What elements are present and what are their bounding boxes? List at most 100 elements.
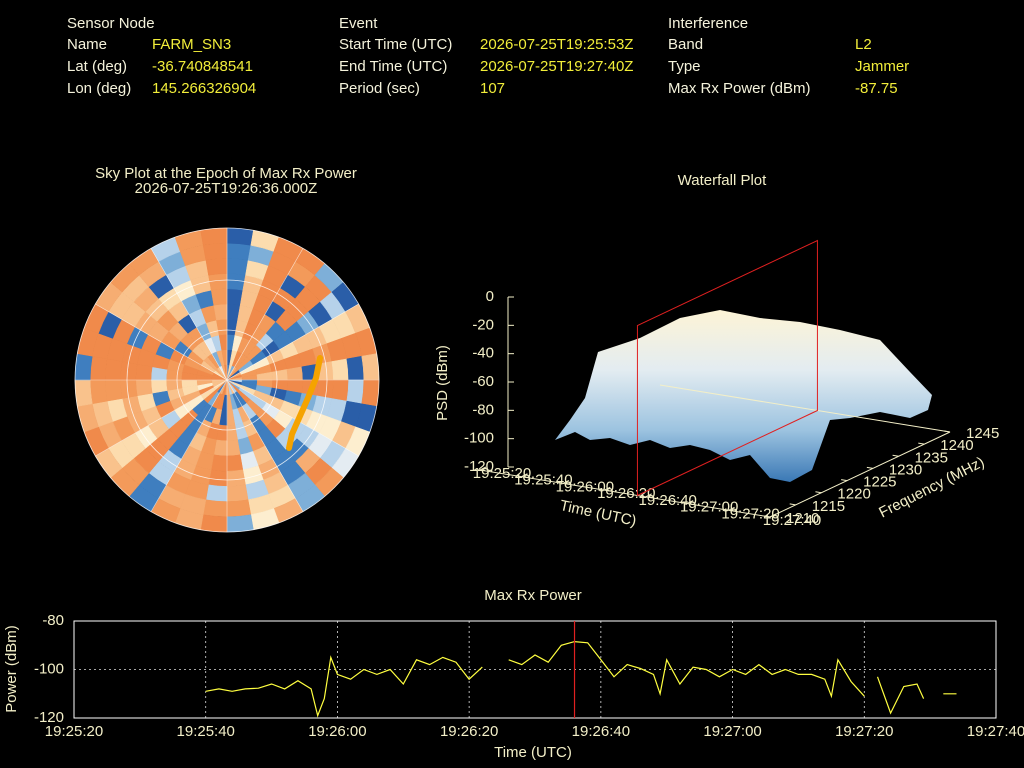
y-tick-label: 1240 [940, 437, 973, 454]
z-tick-label: 0 [486, 288, 494, 305]
x-tick-label: 19:25:40 [514, 472, 572, 489]
header: Sensor Node Name FARM_SN3 Lat (deg) -36.7408… [67, 15, 909, 97]
sky-cell [226, 454, 244, 472]
y-tick-label: -120 [34, 709, 64, 726]
z-axis-title: PSD (dBm) [434, 345, 451, 421]
field-label: Lat (deg) [67, 58, 127, 75]
sky-cell [89, 355, 108, 381]
x-tick-label: 19:26:40 [572, 723, 630, 740]
sky-cell [286, 366, 304, 381]
field-value: 107 [480, 80, 505, 97]
y-tick-label: 1210 [786, 510, 819, 527]
sky-cell [120, 379, 138, 399]
field-value: -36.740848541 [152, 58, 253, 75]
field-label: Max Rx Power (dBm) [668, 80, 811, 97]
field-value: L2 [855, 36, 872, 53]
y-tick-label: 1215 [812, 498, 845, 515]
power-line [205, 640, 957, 718]
x-tick-label: 19:26:00 [556, 478, 614, 495]
sky-cell [226, 273, 246, 291]
sky-cell [331, 358, 349, 381]
y-tick [892, 454, 899, 457]
x-tick-label: 19:25:20 [473, 465, 531, 482]
sky-track [286, 355, 323, 451]
field-value: 2026-07-25T19:27:40Z [480, 58, 633, 75]
sky-spoke [226, 248, 304, 381]
y-axis-title: Power (dBm) [3, 625, 20, 713]
sky-cell [202, 242, 228, 261]
x-tick [728, 506, 735, 511]
sky-cell [74, 353, 93, 381]
field-value: 2026-07-25T19:25:53Z [480, 36, 633, 53]
x-tick [645, 493, 652, 498]
field-label: Start Time (UTC) [339, 36, 452, 53]
sky-cell [135, 379, 153, 397]
x-tick [562, 479, 570, 484]
frequency-axis [769, 431, 951, 518]
sky-cell [346, 355, 365, 381]
x-tick-label: 19:26:00 [308, 723, 366, 740]
field-value: Jammer [855, 58, 909, 75]
y-tick [789, 503, 796, 506]
sky-cell [226, 499, 252, 518]
sky-cell [213, 303, 228, 321]
sky-cell [361, 353, 380, 381]
sky-cell [226, 514, 254, 533]
y-tick [763, 515, 771, 518]
sky-cell [346, 379, 365, 405]
field-value: -87.75 [855, 80, 898, 97]
x-axis-title: Time (UTC) [494, 744, 572, 761]
z-tick-label: -40 [472, 345, 494, 362]
sky-spoke [150, 379, 228, 512]
y-tick [866, 466, 873, 469]
y-tick [943, 430, 951, 433]
y-tick-label: 1220 [837, 486, 870, 503]
sky-spoke [226, 379, 304, 512]
sky-cell [205, 484, 228, 502]
sky-cell [74, 379, 93, 407]
x-tick-label: 19:27:00 [703, 723, 761, 740]
section-title: Interference [668, 15, 748, 32]
sky-spoke [95, 303, 228, 381]
sky-spoke [226, 303, 359, 381]
x-tick [769, 513, 777, 518]
z-tick-label: -120 [464, 458, 494, 475]
section-title: Event [339, 15, 378, 32]
sky-cell [205, 258, 228, 276]
x-tick [521, 473, 528, 478]
field-label: Band [668, 36, 703, 53]
sky-cell [200, 227, 228, 246]
waterfall-surface [555, 310, 932, 482]
sky-cell [226, 242, 252, 261]
y-tick [841, 479, 848, 482]
sky-cell [120, 361, 138, 381]
x-tick-label: 19:26:40 [639, 492, 697, 509]
chart-title: Waterfall Plot [678, 172, 767, 189]
sky-cell [226, 484, 249, 502]
sky-cell [150, 379, 168, 394]
x-tick-label: 19:27:20 [835, 723, 893, 740]
x-tick-label: 19:25:40 [177, 723, 235, 740]
x-tick-label: 19:25:20 [45, 723, 103, 740]
epoch-plane [636, 239, 818, 497]
x-tick-label: 19:26:20 [440, 723, 498, 740]
time-axis [479, 469, 771, 518]
y-tick-label: 1235 [915, 449, 948, 466]
sky-cell [226, 227, 254, 246]
z-tick-label: -100 [464, 430, 494, 447]
y-tick-label: 1245 [966, 425, 999, 442]
sky-cell [200, 514, 228, 533]
plot-frame [73, 620, 997, 719]
x-tick-label: 19:27:20 [721, 505, 779, 522]
sky-cell [226, 439, 241, 457]
field-label: End Time (UTC) [339, 58, 447, 75]
z-tick-label: -80 [472, 401, 494, 418]
sky-cell [361, 379, 380, 407]
x-tick-label: 19:27:40 [763, 512, 821, 529]
chart-title: Max Rx Power [484, 587, 582, 604]
y-tick [918, 442, 925, 445]
y-tick-label: 1225 [863, 474, 896, 491]
